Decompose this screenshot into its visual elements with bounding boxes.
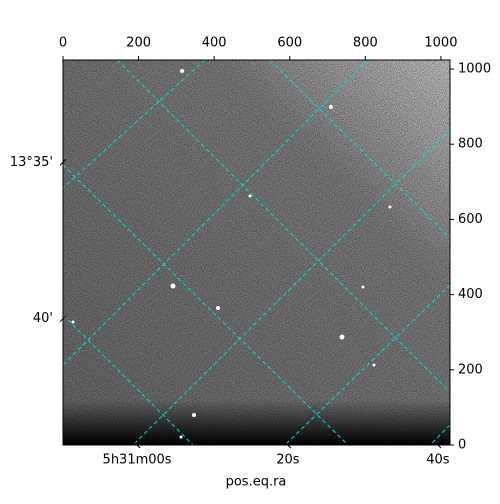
top-tick-label: 600 [277, 36, 302, 51]
dec-tick [59, 158, 67, 166]
right-tick-label: 1000 [458, 62, 491, 77]
top-tick-label: 0 [59, 36, 67, 51]
dec-tick-label: 13°35' [10, 155, 53, 170]
ra-tick-label: 20s [276, 453, 300, 468]
ra-tick [434, 441, 442, 449]
top-tick-label: 800 [353, 36, 378, 51]
ra-tick [133, 441, 141, 449]
ra-tick-label: 40s [426, 453, 450, 468]
right-tick-label: 600 [458, 212, 483, 227]
ra-tick-label: 5h31m00s [103, 453, 172, 468]
coordinate-grid [63, 60, 450, 445]
plot-frame [62, 59, 451, 446]
ra-tick [284, 441, 292, 449]
image [63, 60, 450, 445]
top-tick-label: 1000 [424, 36, 457, 51]
right-tick-label: 200 [458, 362, 483, 377]
right-tick-label: 800 [458, 137, 483, 152]
dec-tick-label: 40' [33, 311, 53, 326]
x-axis-label: pos.eq.ra [226, 475, 287, 490]
right-tick-label: 400 [458, 287, 483, 302]
top-tick-label: 200 [126, 36, 151, 51]
top-tick-label: 400 [202, 36, 227, 51]
dec-tick [59, 315, 67, 323]
right-tick-label: 0 [458, 438, 466, 453]
